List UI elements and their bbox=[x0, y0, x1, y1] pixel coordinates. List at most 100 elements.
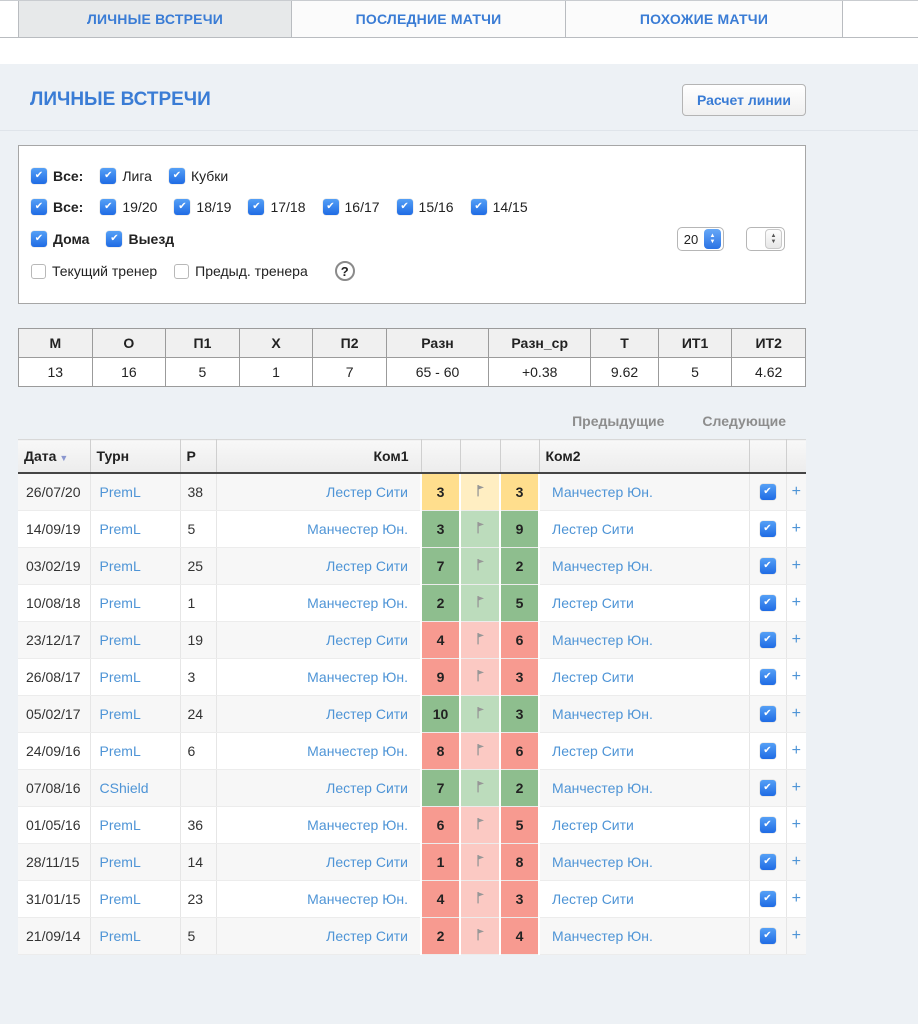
tournament-link[interactable]: PremL bbox=[99, 890, 141, 907]
current-coach-checkbox[interactable] bbox=[31, 263, 46, 279]
expand-row-button[interactable]: + bbox=[791, 667, 801, 685]
expand-row-button[interactable]: + bbox=[791, 778, 801, 796]
tournament-link[interactable]: PremL bbox=[99, 557, 141, 574]
stepper-icon[interactable]: ▲ ▼ bbox=[765, 229, 782, 249]
team1-link[interactable]: Манчестер Юн. bbox=[307, 520, 408, 537]
team1-link[interactable]: Лестер Сити bbox=[326, 705, 408, 722]
tournament-link[interactable]: PremL bbox=[99, 927, 141, 944]
tournament-link[interactable]: CShield bbox=[99, 779, 149, 796]
season-checkbox[interactable] bbox=[174, 199, 191, 215]
pager-next-link[interactable]: Следующие bbox=[702, 413, 786, 429]
league-checkbox[interactable] bbox=[100, 168, 117, 184]
team2-link[interactable]: Манчестер Юн. bbox=[552, 631, 653, 648]
team2-link[interactable]: Лестер Сити bbox=[552, 742, 634, 759]
column-header-team2[interactable]: Ком2 bbox=[539, 439, 750, 474]
tab-head-to-head[interactable]: ЛИЧНЫЕ ВСТРЕЧИ bbox=[18, 1, 292, 37]
stat-icon-cell bbox=[460, 547, 501, 585]
column-header-round[interactable]: Р bbox=[180, 439, 217, 474]
tab-similar-matches[interactable]: ПОХОЖИЕ МАТЧИ bbox=[566, 1, 843, 37]
team1-link[interactable]: Лестер Сити bbox=[326, 927, 408, 944]
expand-row-button[interactable]: + bbox=[791, 593, 801, 611]
expand-row-button[interactable]: + bbox=[791, 815, 801, 833]
season-checkbox[interactable] bbox=[248, 199, 265, 215]
team1-link[interactable]: Манчестер Юн. bbox=[307, 668, 408, 685]
expand-row-button[interactable]: + bbox=[791, 926, 801, 944]
tournament-link[interactable]: PremL bbox=[99, 742, 141, 759]
filter-season-14-15: 14/15 bbox=[470, 199, 528, 215]
row-checkbox[interactable] bbox=[759, 928, 776, 945]
summary-header: Х bbox=[238, 328, 314, 358]
expand-row-button[interactable]: + bbox=[791, 482, 801, 500]
season-checkbox[interactable] bbox=[322, 199, 339, 215]
row-checkbox[interactable] bbox=[759, 743, 776, 760]
secondary-spinner[interactable]: ▲ ▼ bbox=[746, 227, 785, 251]
match-count-spinner[interactable]: 20 ▲ ▼ bbox=[677, 227, 724, 251]
tournament-link[interactable]: PremL bbox=[99, 631, 141, 648]
team2-link[interactable]: Лестер Сити bbox=[552, 594, 634, 611]
tournament-link[interactable]: PremL bbox=[99, 853, 141, 870]
home-checkbox[interactable] bbox=[31, 231, 47, 247]
row-checkbox[interactable] bbox=[759, 669, 776, 686]
expand-row-button[interactable]: + bbox=[791, 741, 801, 759]
team1-link[interactable]: Лестер Сити bbox=[326, 853, 408, 870]
row-checkbox[interactable] bbox=[759, 484, 776, 501]
away-checkbox[interactable] bbox=[106, 231, 123, 247]
team1-link[interactable]: Лестер Сити bbox=[326, 557, 408, 574]
team2-link[interactable]: Лестер Сити bbox=[552, 890, 634, 907]
stepper-icon[interactable]: ▲ ▼ bbox=[704, 229, 721, 249]
team1-link[interactable]: Манчестер Юн. bbox=[307, 742, 408, 759]
expand-row-button[interactable]: + bbox=[791, 704, 801, 722]
team1-link[interactable]: Лестер Сити bbox=[326, 631, 408, 648]
tournament-link[interactable]: PremL bbox=[99, 705, 141, 722]
season-checkbox[interactable] bbox=[470, 199, 487, 215]
team2-link[interactable]: Манчестер Юн. bbox=[552, 483, 653, 500]
team1-link[interactable]: Лестер Сити bbox=[326, 779, 408, 796]
all-seasons-checkbox[interactable] bbox=[31, 199, 47, 215]
help-icon[interactable]: ? bbox=[334, 261, 355, 281]
stat-icon-cell bbox=[460, 843, 501, 881]
tournament-link[interactable]: PremL bbox=[99, 816, 141, 833]
team2-link[interactable]: Манчестер Юн. bbox=[552, 557, 653, 574]
row-checkbox[interactable] bbox=[759, 558, 776, 575]
team2-link[interactable]: Лестер Сити bbox=[552, 520, 634, 537]
column-header-team1[interactable]: Ком1 bbox=[216, 439, 422, 474]
row-checkbox[interactable] bbox=[759, 521, 776, 538]
team1-link[interactable]: Манчестер Юн. bbox=[307, 816, 408, 833]
tournament-link[interactable]: PremL bbox=[99, 483, 141, 500]
tab-last-matches[interactable]: ПОСЛЕДНИЕ МАТЧИ bbox=[292, 1, 566, 37]
expand-row-button[interactable]: + bbox=[791, 519, 801, 537]
team1-link[interactable]: Лестер Сити bbox=[326, 483, 408, 500]
cups-checkbox[interactable] bbox=[168, 168, 185, 184]
tournament-link[interactable]: PremL bbox=[99, 594, 141, 611]
tournament-link[interactable]: PremL bbox=[99, 520, 141, 537]
tournament-link[interactable]: PremL bbox=[99, 668, 141, 685]
season-checkbox[interactable] bbox=[396, 199, 413, 215]
row-checkbox[interactable] bbox=[759, 595, 776, 612]
row-checkbox[interactable] bbox=[759, 632, 776, 649]
team2-link[interactable]: Манчестер Юн. bbox=[552, 853, 653, 870]
all-competitions-checkbox[interactable] bbox=[31, 168, 47, 184]
team2-link[interactable]: Манчестер Юн. bbox=[552, 705, 653, 722]
row-checkbox[interactable] bbox=[759, 817, 776, 834]
season-checkbox[interactable] bbox=[100, 199, 117, 215]
expand-row-button[interactable]: + bbox=[791, 889, 801, 907]
expand-row-button[interactable]: + bbox=[791, 852, 801, 870]
row-checkbox[interactable] bbox=[759, 854, 776, 871]
row-checkbox[interactable] bbox=[759, 891, 776, 908]
pager-previous-link[interactable]: Предыдущие bbox=[572, 413, 665, 429]
team1-link[interactable]: Манчестер Юн. bbox=[307, 890, 408, 907]
previous-coach-checkbox[interactable] bbox=[174, 263, 190, 279]
team2-link[interactable]: Лестер Сити bbox=[552, 668, 634, 685]
expand-row-button[interactable]: + bbox=[791, 556, 801, 574]
score2-cell: 6 bbox=[500, 732, 540, 770]
team1-link[interactable]: Манчестер Юн. bbox=[307, 594, 408, 611]
row-checkbox[interactable] bbox=[759, 706, 776, 723]
column-header-date[interactable]: Дата ▼ bbox=[18, 439, 91, 474]
expand-row-button[interactable]: + bbox=[791, 630, 801, 648]
row-checkbox[interactable] bbox=[759, 780, 776, 797]
line-calculation-button[interactable]: Расчет линии bbox=[681, 84, 806, 116]
team2-link[interactable]: Манчестер Юн. bbox=[552, 927, 653, 944]
team2-link[interactable]: Манчестер Юн. bbox=[552, 779, 653, 796]
team2-link[interactable]: Лестер Сити bbox=[552, 816, 634, 833]
column-header-tournament[interactable]: Турн bbox=[90, 439, 181, 474]
